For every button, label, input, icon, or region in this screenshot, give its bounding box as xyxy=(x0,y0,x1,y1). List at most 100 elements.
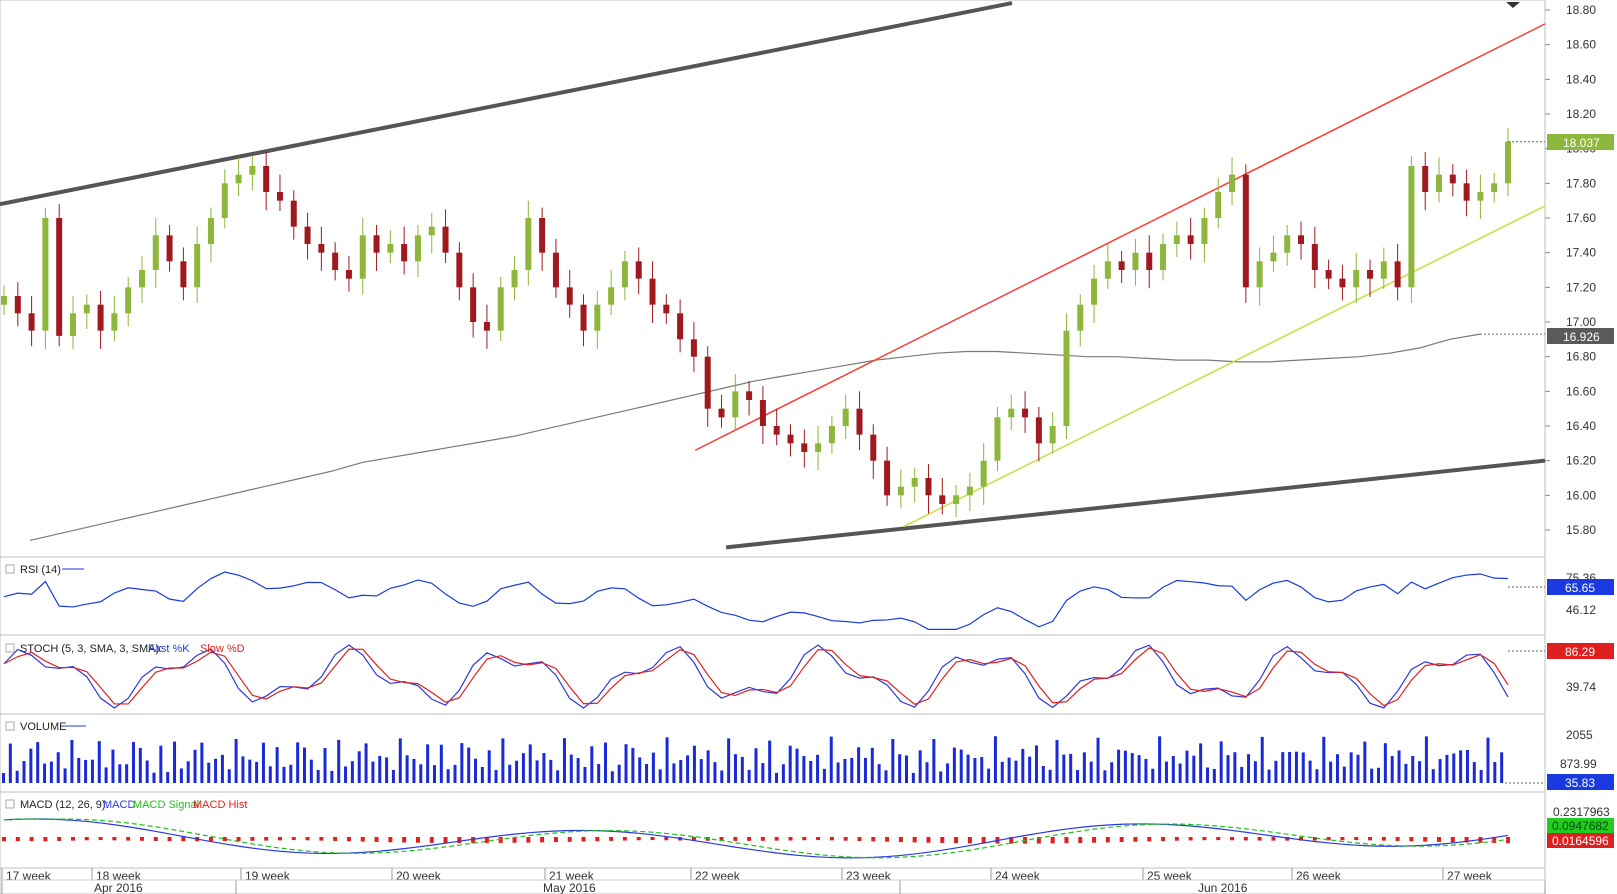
volume-bar xyxy=(337,739,341,783)
macd-hist-bar xyxy=(595,837,600,842)
candle xyxy=(1008,394,1015,431)
candle xyxy=(828,415,835,454)
candle xyxy=(621,250,628,301)
macd-hist-bar xyxy=(1050,837,1055,844)
candle xyxy=(1049,412,1056,454)
volume-bar xyxy=(1253,761,1257,783)
volume-bar xyxy=(932,739,936,783)
candle xyxy=(414,224,421,277)
volume-bar xyxy=(405,755,409,783)
volume-bar xyxy=(303,747,306,783)
volume-bar xyxy=(665,737,669,783)
volume-bar xyxy=(713,762,717,783)
macd-hist-bar xyxy=(540,837,545,843)
macd-signal-line xyxy=(3,818,1509,859)
macd-hist-bar xyxy=(1271,837,1276,841)
macd-value: 0.0947682 xyxy=(1552,819,1609,833)
macd-hist-bar xyxy=(1036,837,1041,844)
volume-bar xyxy=(768,740,772,783)
macd-hist-bar xyxy=(1326,837,1331,841)
macd-hist-bar xyxy=(1174,837,1179,841)
volume-bar xyxy=(1048,769,1052,783)
volume-bar xyxy=(152,772,156,783)
candle xyxy=(428,212,435,254)
volume-bar xyxy=(350,761,354,783)
macd-hist-bar xyxy=(774,837,779,841)
volume-bar xyxy=(214,758,218,783)
week-label: 26 week xyxy=(1296,869,1342,883)
volume-bar xyxy=(1089,761,1093,783)
volume-bar xyxy=(1301,752,1305,783)
price-tick: 16.40 xyxy=(1566,419,1596,433)
macd-hist-bar xyxy=(277,837,282,841)
stoch-label-icon[interactable] xyxy=(5,643,15,653)
rsi-label-icon[interactable] xyxy=(5,564,15,574)
volume-bar xyxy=(1247,754,1251,783)
month-label: Apr 2016 xyxy=(94,881,143,894)
volume-bar xyxy=(467,747,471,783)
macd-hist-bar xyxy=(1409,837,1414,842)
rsi-value: 65.65 xyxy=(1565,581,1595,595)
volume-bar xyxy=(282,766,286,783)
value-badges: 18.037 16.926 65.65 86.29 35.83 0.094768… xyxy=(1547,134,1614,848)
macd-hist-bar xyxy=(816,837,821,841)
month-label: May 2016 xyxy=(543,881,596,894)
macd-hist-bar xyxy=(1230,837,1235,841)
macd-hist-bar xyxy=(1340,837,1345,841)
macd-hist-bar xyxy=(1078,837,1083,843)
candle xyxy=(994,406,1001,472)
volume-bar xyxy=(946,763,950,783)
macd-label-icon[interactable] xyxy=(5,799,15,809)
price-panel xyxy=(0,0,1546,558)
rsi-badge xyxy=(1547,579,1614,595)
stoch-tick: 39.74 xyxy=(1566,680,1596,694)
volume-bar xyxy=(528,744,532,783)
volume-bar xyxy=(754,748,758,783)
volume-bar xyxy=(487,750,491,783)
volume-bar xyxy=(1335,754,1339,783)
volume-bar xyxy=(1452,753,1456,783)
volume-bar xyxy=(261,742,265,783)
macd-hist-bar xyxy=(498,837,503,843)
volume-bar xyxy=(672,763,676,783)
volume-bar xyxy=(56,752,60,783)
price-tick: 16.80 xyxy=(1566,350,1596,364)
volume-bar xyxy=(1288,751,1292,783)
candle xyxy=(138,256,145,303)
macd-hist-bar xyxy=(926,837,931,843)
volume-bar xyxy=(1171,755,1175,783)
candle xyxy=(663,294,670,324)
volume-bar xyxy=(870,747,874,783)
volume-label-icon[interactable] xyxy=(5,721,15,731)
volume-bar xyxy=(1041,765,1045,783)
volume-bar xyxy=(378,755,382,783)
candle xyxy=(525,200,532,286)
stoch-value: 86.29 xyxy=(1565,645,1595,659)
macd-signal-legend: MACD Signal xyxy=(133,799,199,811)
volume-bar xyxy=(645,763,649,783)
candle xyxy=(953,484,960,517)
volume-bar xyxy=(1322,736,1326,783)
macd-hist-bar xyxy=(457,837,462,844)
volume-bar xyxy=(255,761,259,783)
price-tick: 17.20 xyxy=(1566,280,1596,294)
candle xyxy=(483,304,490,349)
volume-bar xyxy=(29,748,33,783)
volume-bar xyxy=(1226,755,1230,783)
candle xyxy=(14,282,21,327)
candle xyxy=(1505,127,1511,197)
candle xyxy=(166,224,173,272)
macd-hist-legend: MACD Hist xyxy=(193,799,247,811)
volume-bar xyxy=(1377,767,1381,783)
collapse-arrow-icon[interactable] xyxy=(1506,2,1520,8)
stoch-plot xyxy=(3,644,1545,709)
candle xyxy=(221,169,228,229)
macd-hist-bar xyxy=(885,837,890,842)
volume-bar xyxy=(918,750,922,783)
candle xyxy=(870,424,877,479)
candle xyxy=(1353,252,1360,303)
macd-hist-bar xyxy=(333,837,338,841)
volume-bar xyxy=(1349,752,1353,783)
candle xyxy=(801,429,808,468)
